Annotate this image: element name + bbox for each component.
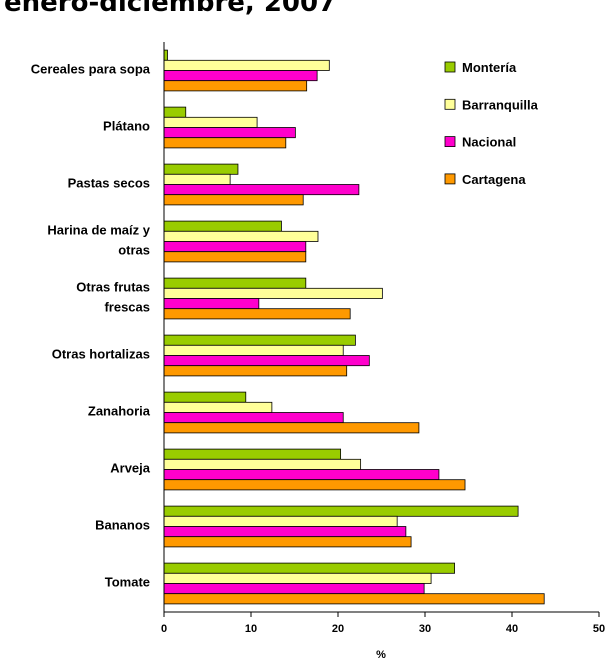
- bar: [163, 562, 455, 574]
- bar: [163, 448, 342, 460]
- bar: [163, 593, 545, 605]
- category-label: frescas: [104, 300, 150, 315]
- bar: [163, 127, 296, 139]
- x-tick-label: 0: [161, 623, 167, 635]
- x-axis-label: %: [376, 649, 386, 660]
- category-label: Cereales para sopa: [31, 62, 151, 77]
- category-label: Arveja: [110, 461, 151, 476]
- category-label: Harina de maíz y: [47, 223, 150, 238]
- bar: [163, 80, 308, 92]
- bar: [163, 277, 307, 289]
- bar: [163, 334, 356, 346]
- legend-swatch: [444, 136, 456, 148]
- bar: [163, 194, 304, 206]
- category-label: Otras frutas: [76, 280, 150, 295]
- legend-swatch: [444, 173, 456, 185]
- category-labels: Cereales para sopa Plátano Pastas secos Har…: [31, 62, 151, 590]
- bar: [163, 412, 344, 424]
- legend-label: Cartagena: [462, 172, 526, 187]
- legend: Montería Barranquilla Nacional Cartagena: [444, 60, 539, 187]
- category-label: Pastas secos: [68, 176, 150, 191]
- legend-swatch: [444, 98, 456, 110]
- legend-label: Barranquilla: [462, 97, 539, 112]
- bar: [163, 469, 440, 481]
- category-label: Zanahoria: [88, 404, 151, 419]
- bar: [163, 401, 273, 413]
- bar: [163, 536, 412, 548]
- bar: [163, 505, 519, 517]
- x-tick-label: 30: [419, 623, 431, 635]
- bar: [163, 515, 398, 527]
- bar: [163, 479, 466, 491]
- bar: [163, 49, 168, 61]
- category-label: Otras hortalizas: [52, 347, 150, 362]
- category-label: Plátano: [103, 119, 150, 134]
- bar: [163, 422, 420, 434]
- bar: [163, 59, 330, 71]
- bar: [163, 526, 407, 538]
- bar: [163, 70, 318, 82]
- category-label: Bananos: [95, 518, 150, 533]
- bar: [163, 106, 187, 118]
- bars-group: [163, 49, 545, 605]
- x-axis-ticks: 0 10 20 30 40 50: [161, 612, 605, 635]
- bar: [163, 163, 239, 175]
- bar: [163, 287, 383, 299]
- legend-label: Nacional: [462, 135, 516, 150]
- category-label: Tomate: [105, 575, 150, 590]
- legend-swatch: [444, 61, 456, 73]
- bar: [163, 583, 425, 595]
- bar: [163, 572, 432, 584]
- category-label: otras: [118, 243, 150, 258]
- bar: [163, 230, 319, 242]
- x-tick-label: 40: [506, 623, 518, 635]
- bar: [163, 251, 307, 263]
- bar: [163, 137, 287, 149]
- x-tick-label: 50: [593, 623, 605, 635]
- bar: [163, 344, 344, 356]
- legend-label: Montería: [462, 60, 517, 75]
- bar: [163, 365, 348, 377]
- bar: [163, 241, 307, 253]
- bar: [163, 298, 260, 310]
- bar: [163, 220, 282, 232]
- x-tick-label: 20: [332, 623, 344, 635]
- bar: [163, 308, 351, 320]
- bar: [163, 391, 247, 403]
- x-tick-label: 10: [245, 623, 257, 635]
- bar: [163, 116, 258, 128]
- bar: [163, 173, 231, 185]
- bar: [163, 458, 362, 470]
- bar: [163, 184, 360, 196]
- chart-title: enero-diciembre, 2007: [4, 0, 336, 18]
- bar: [163, 355, 370, 367]
